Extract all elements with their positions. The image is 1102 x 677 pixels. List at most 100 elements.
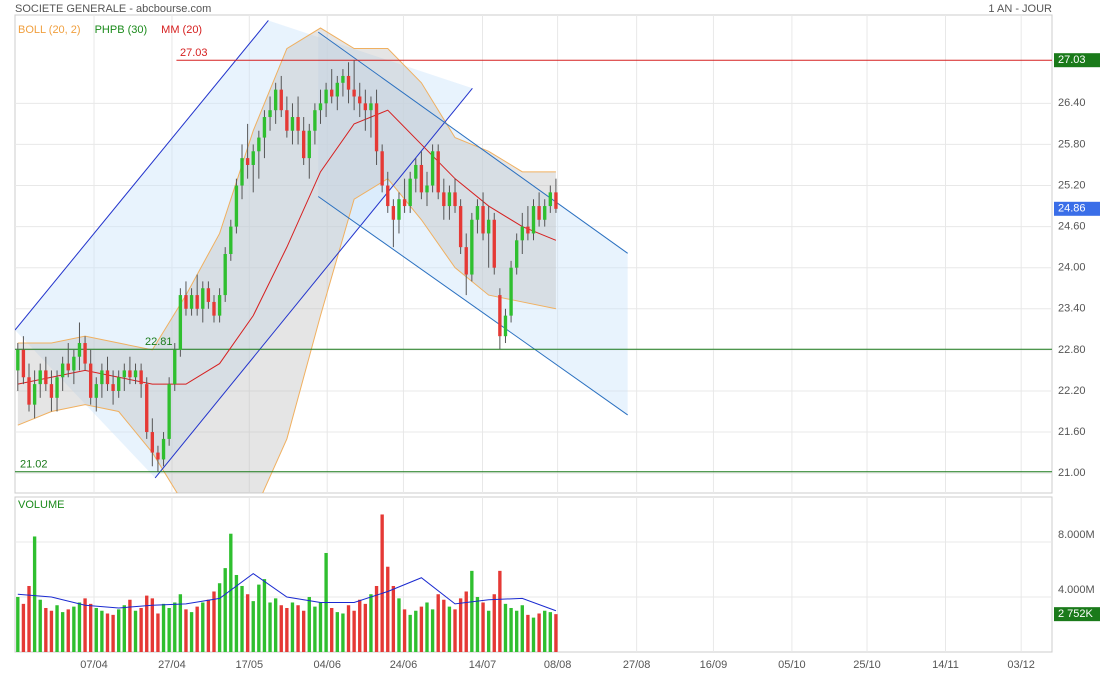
volume-panel bbox=[15, 497, 1052, 652]
volume-last-badge bbox=[1054, 607, 1100, 622]
volume-bar bbox=[346, 605, 351, 652]
y-tick-label: 23.40 bbox=[1058, 303, 1086, 315]
candle-body bbox=[16, 349, 20, 371]
volume-bar bbox=[402, 609, 407, 652]
candle-body bbox=[167, 384, 171, 439]
volume-bar bbox=[554, 614, 558, 652]
candle-body bbox=[60, 363, 65, 378]
candle-body bbox=[380, 151, 384, 186]
volume-bar bbox=[442, 599, 446, 652]
volume-bar bbox=[548, 612, 552, 652]
candle-body bbox=[554, 192, 558, 209]
candle-body bbox=[492, 219, 496, 268]
candle-body bbox=[458, 206, 463, 248]
volume-bar bbox=[486, 610, 491, 652]
volume-bar bbox=[526, 614, 530, 652]
volume-bar bbox=[447, 606, 452, 652]
candle-body bbox=[150, 432, 155, 453]
candle-body bbox=[408, 178, 412, 207]
candle-body bbox=[374, 103, 379, 152]
volume-bar bbox=[257, 584, 261, 652]
candle-body bbox=[77, 343, 82, 357]
candle-body bbox=[363, 103, 368, 111]
candle-body bbox=[38, 370, 42, 385]
candle-body bbox=[27, 377, 31, 405]
y-tick-label: 24.60 bbox=[1058, 221, 1086, 233]
volume-bar bbox=[481, 602, 485, 652]
volume-bar bbox=[273, 598, 278, 652]
level-label: 21.02 bbox=[20, 459, 48, 471]
volume-bar bbox=[531, 617, 536, 652]
volume-bar bbox=[374, 585, 379, 652]
candle-body bbox=[352, 89, 356, 97]
volume-bar bbox=[195, 606, 199, 652]
price-frame bbox=[14, 14, 1053, 494]
volume-bar bbox=[111, 614, 115, 652]
candle-body bbox=[402, 199, 407, 207]
candle-body bbox=[301, 130, 306, 159]
volume-bar bbox=[229, 533, 233, 652]
candle-body bbox=[498, 295, 502, 337]
candle-body bbox=[425, 185, 429, 193]
candle-body bbox=[486, 219, 491, 234]
candle-body bbox=[66, 363, 70, 371]
volume-bar bbox=[515, 610, 519, 652]
volume-bar bbox=[105, 613, 110, 652]
volume-bar bbox=[358, 599, 362, 652]
candle-body bbox=[324, 89, 328, 104]
volume-bar bbox=[453, 609, 457, 652]
volume-bar bbox=[268, 602, 272, 652]
volume-bar bbox=[60, 612, 65, 652]
volume-bar bbox=[55, 605, 59, 652]
volume-bar bbox=[100, 610, 104, 652]
volume-bar bbox=[470, 570, 474, 652]
x-tick-label: 07/04 bbox=[80, 659, 108, 671]
candle-body bbox=[139, 370, 143, 385]
level-label: 22.81 bbox=[145, 336, 173, 348]
volume-bar bbox=[503, 603, 508, 652]
volume-bar bbox=[173, 602, 177, 652]
candle-body bbox=[548, 192, 552, 207]
level-label: 27.03 bbox=[180, 47, 208, 59]
candle-body bbox=[184, 295, 188, 309]
volume-bar bbox=[537, 613, 541, 652]
candle-body bbox=[543, 206, 547, 220]
volume-bar bbox=[72, 606, 76, 652]
volume-bar bbox=[391, 585, 396, 652]
candle-body bbox=[94, 384, 98, 398]
volume-bar bbox=[335, 612, 339, 652]
volume-bar bbox=[492, 594, 496, 652]
candle-body bbox=[212, 301, 216, 316]
candle-body bbox=[117, 377, 121, 391]
volume-bar bbox=[386, 566, 390, 652]
candle-body bbox=[161, 438, 166, 460]
volume-bar bbox=[296, 605, 300, 652]
volume-bar bbox=[21, 603, 26, 652]
volume-bar bbox=[414, 610, 418, 652]
candle-body bbox=[335, 82, 339, 97]
legend-entry: MM (20) bbox=[161, 24, 202, 36]
channel-area bbox=[15, 20, 473, 478]
volume-bar bbox=[16, 596, 20, 652]
candle-body bbox=[133, 370, 138, 378]
candle-body bbox=[32, 384, 37, 405]
volume-bar bbox=[498, 570, 502, 652]
volume-bar bbox=[217, 583, 222, 652]
candle-body bbox=[55, 377, 59, 398]
volume-bar bbox=[117, 609, 121, 652]
candle-body bbox=[44, 370, 48, 385]
volume-bar bbox=[32, 536, 37, 652]
candle-body bbox=[475, 206, 480, 220]
x-tick-label: 17/05 bbox=[236, 659, 264, 671]
volume-bar bbox=[397, 598, 401, 652]
period: 1 AN - JOUR bbox=[988, 3, 1052, 15]
candle-body bbox=[290, 117, 295, 131]
volume-title: VOLUME bbox=[18, 499, 64, 511]
volume-bar bbox=[133, 610, 138, 652]
candle-body bbox=[430, 151, 435, 186]
candle-body bbox=[386, 185, 390, 207]
volume-bar bbox=[139, 607, 143, 652]
candle-body bbox=[537, 206, 541, 220]
candle-body bbox=[515, 240, 519, 268]
candle-body bbox=[318, 103, 323, 111]
